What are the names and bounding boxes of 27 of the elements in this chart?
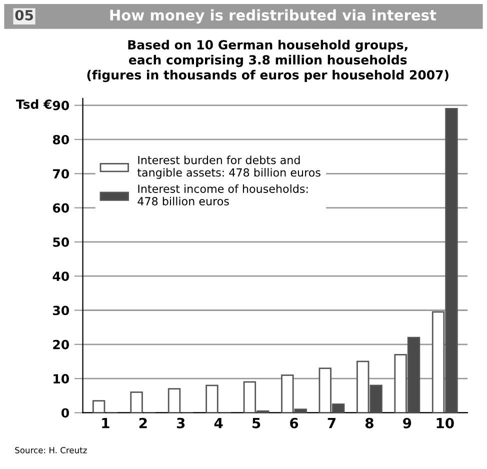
legend-label: Interest income of households: 478 billion euros: [138, 184, 308, 206]
y-tick-label: 30: [53, 306, 69, 316]
y-tick-label: 40: [52, 272, 69, 282]
chart-subtitle: Based on 10 German household groups, each comprising 3.8 million households (figures in thousands of euros per household 2007): [87, 40, 448, 82]
y-tick-label: 60: [52, 203, 69, 213]
x-tick-label: 7: [328, 418, 336, 428]
y-axis-title: Tsd €: [16, 99, 52, 109]
y-tick-label: 0: [61, 408, 69, 418]
x-tick-label: 6: [290, 418, 298, 428]
y-tick-label: 70: [53, 169, 69, 179]
x-tick-label: 3: [176, 418, 185, 428]
y-tick-label: 10: [54, 374, 69, 384]
x-tick-label: 1: [102, 418, 110, 428]
legend-label: Interest burden for debts and tangible assets: 478 billion euros: [137, 156, 320, 179]
source-note: Source: H. Creutz: [15, 447, 87, 454]
x-tick-label: 9: [403, 418, 412, 428]
y-tick-label: 20: [53, 340, 69, 350]
y-tick-label: 90: [52, 100, 69, 110]
x-tick-label: 8: [365, 418, 374, 428]
chart-title: How money is redistributed via interest: [110, 9, 436, 24]
x-tick-label: 2: [139, 418, 147, 428]
y-tick-label: 80: [52, 134, 69, 144]
x-tick-label: 10: [436, 418, 454, 428]
x-tick-label: 4: [214, 418, 223, 428]
x-tick-label: 5: [252, 418, 260, 428]
y-tick-label: 50: [53, 237, 69, 247]
text: 05: [15, 10, 33, 20]
